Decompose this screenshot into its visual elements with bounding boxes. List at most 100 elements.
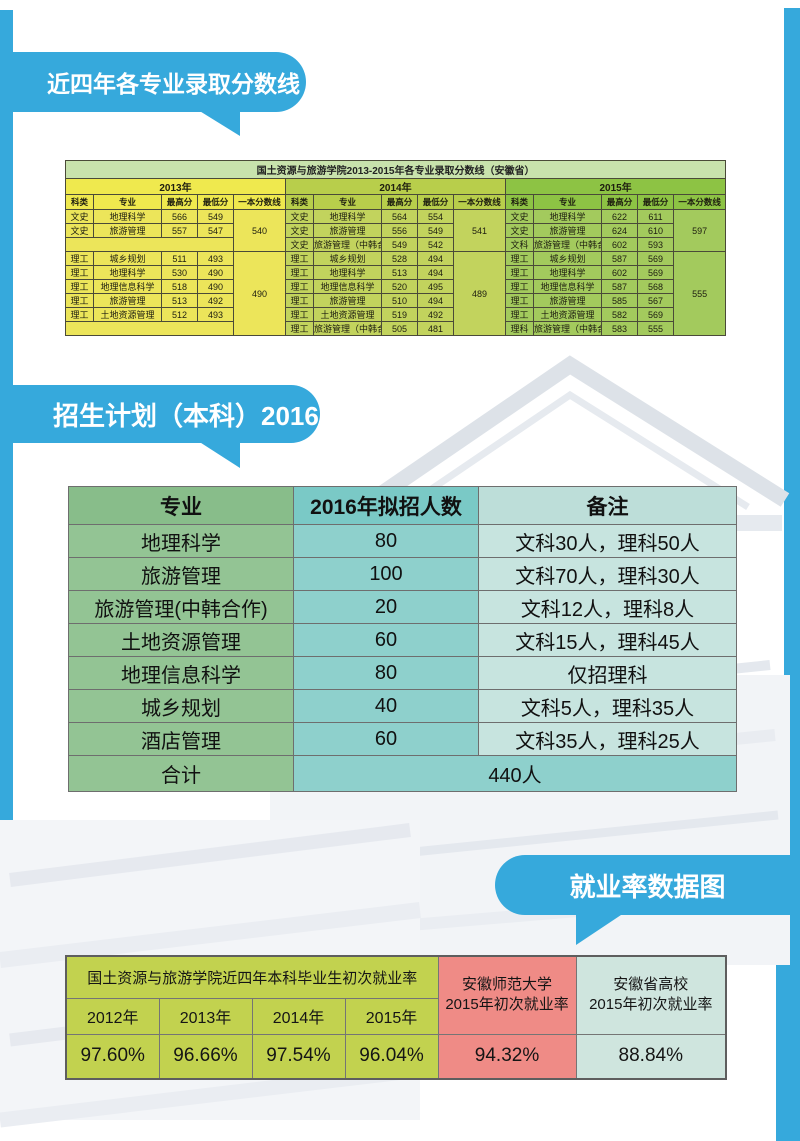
anhui-normal-header-line2: 2015年初次就业率: [445, 996, 569, 1014]
score-cell: 旅游管理: [533, 223, 602, 238]
score-cell: 地理科学: [313, 265, 382, 280]
score-row: 文史 旅游管理 557 547 文史 旅游管理 556 549 文史 旅游管理 …: [65, 223, 726, 238]
cutoff-score-cell: 541: [453, 209, 506, 252]
score-row: 理工 土地资源管理 512 493 理工 土地资源管理 519 492 理工 土…: [65, 307, 726, 322]
employment-table: 国土资源与旅游学院近四年本科毕业生初次就业率 安徽师范大学 2015年初次就业率…: [65, 955, 728, 1080]
score-cell: 城乡规划: [93, 251, 162, 266]
score-cell: 理工: [505, 265, 534, 280]
score-cell: 519: [381, 307, 418, 322]
plan-row: 地理信息科学 80 仅招理科: [68, 656, 737, 690]
plan-note-cell: 文科30人，理科50人: [478, 524, 737, 558]
score-cell: 土地资源管理: [313, 307, 382, 322]
score-cell: 557: [161, 223, 198, 238]
score-cell: 513: [381, 265, 418, 280]
score-cell: 564: [381, 209, 418, 224]
right-accent-stripe-top: [784, 8, 800, 855]
score-cell: 理工: [65, 279, 94, 294]
score-cell: 587: [601, 251, 638, 266]
plan-major-cell: 地理信息科学: [68, 656, 294, 690]
anhui-province-rate: 88.84%: [575, 1033, 727, 1080]
score-year-2013: 2013年: [65, 178, 286, 195]
score-cell: 542: [417, 237, 454, 252]
plan-count-cell: 100: [293, 557, 479, 591]
score-year-2014: 2014年: [285, 178, 506, 195]
plan-major-cell: 城乡规划: [68, 689, 294, 723]
score-table: 国土资源与旅游学院2013-2015年各专业录取分数线（安徽省） 2013年 2…: [64, 160, 727, 336]
cutoff-score-cell: 490: [233, 251, 286, 336]
anhui-normal-header: 安徽师范大学 2015年初次就业率: [437, 955, 577, 1035]
score-cell: 理工: [65, 293, 94, 308]
plan-total-label: 合计: [68, 755, 294, 792]
score-cell: 481: [417, 321, 454, 336]
score-cell: 理工: [285, 265, 314, 280]
plan-row: 地理科学 80 文科30人，理科50人: [68, 524, 737, 558]
score-cell: 495: [417, 279, 454, 294]
plan-total-row: 合计 440人: [68, 755, 737, 792]
score-cell: 556: [381, 223, 418, 238]
banner-tail-scores: [198, 110, 240, 136]
score-cell: 567: [637, 293, 674, 308]
banner-admission-scores: 近四年各专业录取分数线: [13, 52, 306, 112]
score-row: 理工 旅游管理 513 492 理工 旅游管理 510 494 理工 旅游管理 …: [65, 293, 726, 308]
score-cell: 549: [197, 209, 234, 224]
cutoff-score-cell: 555: [672, 251, 727, 336]
employment-title-row: 国土资源与旅游学院近四年本科毕业生初次就业率 安徽师范大学 2015年初次就业率…: [65, 955, 727, 1035]
score-cell: 511: [161, 251, 198, 266]
score-cell: 旅游管理（中韩合作）: [533, 321, 602, 336]
enrollment-plan-table: 专业 2016年拟招人数 备注 地理科学 80 文科30人，理科50人 旅游管理…: [68, 486, 737, 792]
plan-header-cell: 备注: [478, 486, 737, 525]
score-cell: 理工: [285, 307, 314, 322]
score-year-2015: 2015年: [504, 178, 727, 195]
plan-count-cell: 80: [293, 524, 479, 558]
score-cell: 城乡规划: [533, 251, 602, 266]
score-cell: 理工: [65, 307, 94, 322]
score-row: 理工 城乡规划 511 493 490 理工 城乡规划 528 494 489 …: [65, 251, 727, 336]
employment-year-cell: 2015年: [344, 997, 439, 1035]
cutoff-score-cell: 597: [672, 209, 727, 252]
score-cell: 旅游管理（中韩合作）: [313, 237, 382, 252]
score-cell: 地理信息科学: [533, 279, 602, 294]
score-cell: 土地资源管理: [93, 307, 162, 322]
banner-tail-plan: [198, 441, 240, 468]
score-cell: 569: [637, 265, 674, 280]
plan-row: 旅游管理(中韩合作) 20 文科12人，理科8人: [68, 590, 737, 624]
score-cell: 理工: [65, 251, 94, 266]
score-cell: 文史: [505, 209, 534, 224]
score-cell: 549: [417, 223, 454, 238]
plan-major-cell: 旅游管理(中韩合作): [68, 590, 294, 624]
score-row: 理工 旅游管理（中韩合作） 505 481 理科 旅游管理（中韩合作） 583 …: [65, 321, 726, 336]
score-cell: 理科: [505, 321, 534, 336]
score-cell: 文史: [285, 209, 314, 224]
left-accent-stripe: [0, 10, 13, 1104]
plan-major-cell: 土地资源管理: [68, 623, 294, 657]
score-header-cell: 最低分: [417, 194, 454, 210]
score-cell: 文史: [65, 223, 94, 238]
score-header-cell: 最低分: [197, 194, 234, 210]
score-cell: 593: [637, 237, 674, 252]
plan-major-cell: 旅游管理: [68, 557, 294, 591]
score-cell: 理工: [285, 251, 314, 266]
employment-rate-cell: 96.66%: [158, 1033, 253, 1080]
score-cell: 理工: [285, 279, 314, 294]
score-cell: 602: [601, 237, 638, 252]
employment-title: 国土资源与旅游学院近四年本科毕业生初次就业率: [65, 955, 439, 999]
score-cell: 旅游管理: [313, 293, 382, 308]
plan-count-cell: 40: [293, 689, 479, 723]
score-cell: 547: [197, 223, 234, 238]
score-table-title: 国土资源与旅游学院2013-2015年各专业录取分数线（安徽省）: [64, 160, 727, 179]
score-cell: 土地资源管理: [533, 307, 602, 322]
score-row: 文史 旅游管理（中韩合作） 549 542 文科 旅游管理（中韩合作） 602 …: [65, 237, 726, 252]
score-row: 文史 地理科学 566 549 540 文史 地理科学 564 554 541 …: [65, 209, 727, 252]
score-cell: 583: [601, 321, 638, 336]
score-empty-cell: [65, 237, 234, 252]
score-header-cell: 一本分数线: [672, 194, 727, 210]
score-cell: 地理科学: [93, 209, 162, 224]
plan-count-cell: 80: [293, 656, 479, 690]
banner-enrollment-plan: 招生计划（本科）2016: [13, 385, 320, 443]
score-cell: 494: [417, 265, 454, 280]
score-header-cell: 最低分: [637, 194, 674, 210]
score-cell: 566: [161, 209, 198, 224]
score-header-cell: 科类: [505, 194, 534, 210]
anhui-normal-header-line1: 安徽师范大学: [462, 976, 553, 993]
